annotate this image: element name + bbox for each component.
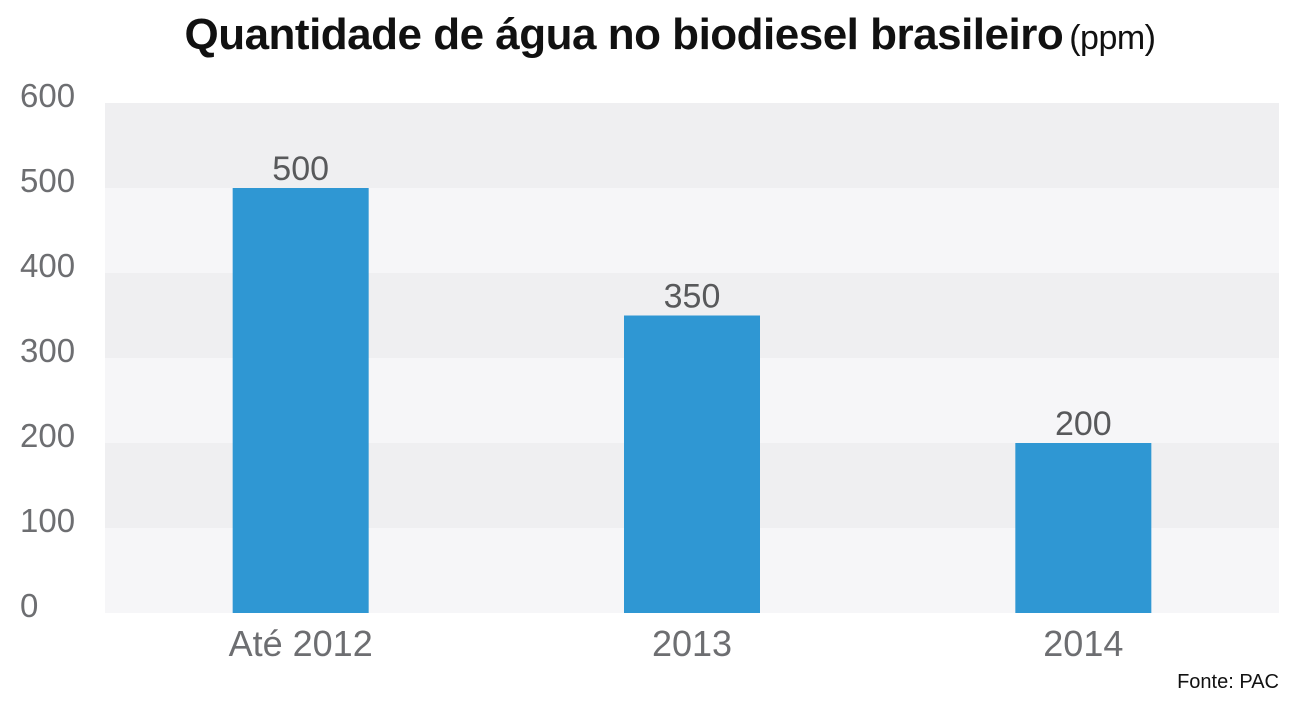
y-tick-label: 100 <box>20 502 75 539</box>
bar-value-label: 500 <box>272 150 329 188</box>
bar-value-label: 350 <box>664 278 721 316</box>
grid-band <box>105 103 1279 188</box>
bar-value-label: 200 <box>1055 405 1112 443</box>
y-tick-label: 200 <box>20 417 75 454</box>
data-labels: 500 350 200 <box>272 150 1111 443</box>
x-category-label: 2014 <box>1043 623 1123 664</box>
x-axis-labels: Até 2012 2013 2014 <box>229 623 1124 664</box>
y-axis-ticks: 0 100 200 300 400 500 600 <box>20 77 75 624</box>
bar <box>1015 443 1152 613</box>
bar <box>232 188 369 613</box>
chart-title-text: Quantidade de água no biodiesel brasilei… <box>184 10 1064 59</box>
y-tick-label: 300 <box>20 332 75 369</box>
chart-title: Quantidade de água no biodiesel brasilei… <box>0 10 1299 60</box>
bar <box>624 315 760 613</box>
y-tick-label: 500 <box>20 162 75 199</box>
y-tick-label: 600 <box>20 77 75 114</box>
chart-title-unit: (ppm) <box>1069 19 1156 57</box>
y-tick-label: 400 <box>20 247 75 284</box>
x-category-label: Até 2012 <box>229 623 373 664</box>
bars <box>232 188 1152 613</box>
x-category-label: 2013 <box>652 623 732 664</box>
source-note: Fonte: PAC <box>1177 671 1279 693</box>
y-tick-label: 0 <box>20 587 38 624</box>
